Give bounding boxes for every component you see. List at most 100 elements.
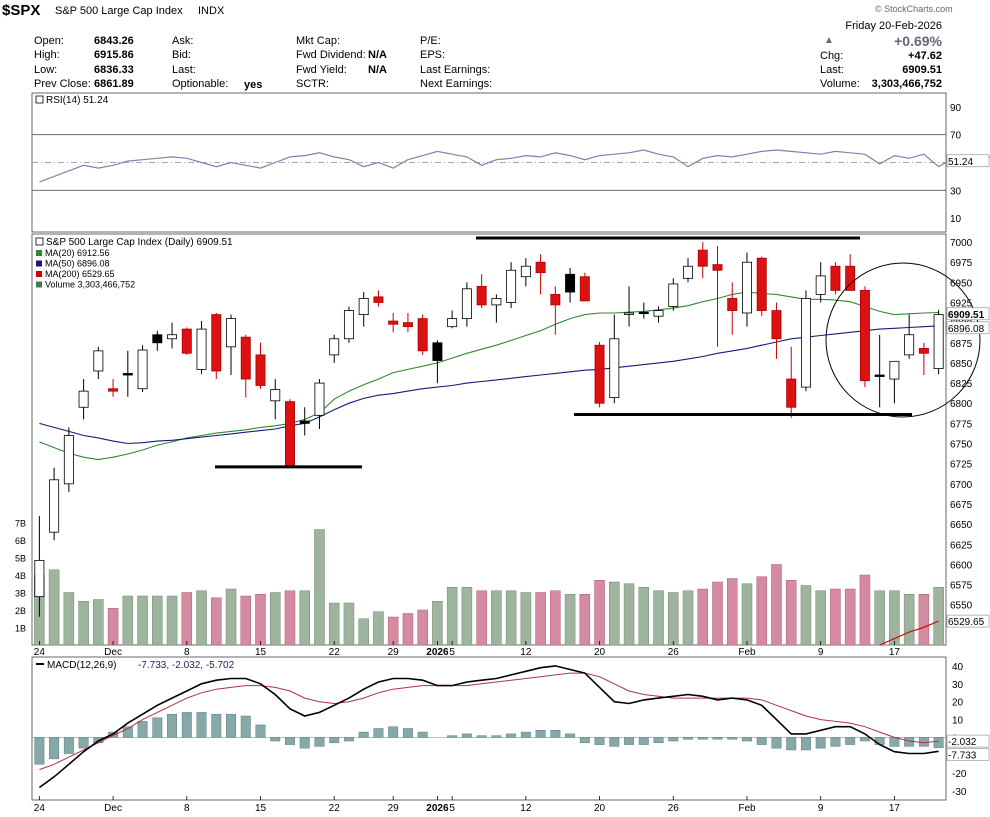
candle-body: [373, 296, 384, 303]
volume-bar: [122, 595, 134, 646]
candle-body: [624, 312, 635, 315]
price-tick-label: 7000: [950, 238, 973, 249]
macd-histogram-bar: [624, 737, 635, 745]
price-tick-label: 6950: [950, 278, 973, 289]
price-tick-label: 6850: [950, 359, 973, 370]
macd-tick-label: 30: [952, 680, 964, 691]
volume-bar: [137, 595, 148, 646]
x-tick-label: 12: [520, 803, 532, 814]
rsi-tick-label: 30: [950, 186, 962, 197]
candle-body: [388, 320, 399, 325]
macd-histogram-bar: [211, 713, 222, 738]
macd-histogram-bar: [343, 737, 354, 742]
field-value: 6861.89: [94, 78, 134, 90]
volume-tick-label: 7B: [15, 519, 26, 529]
ma200-value-label: 6529.65: [948, 617, 985, 628]
macd-histogram-bar: [579, 737, 590, 744]
ma200-value-label-box: [946, 614, 990, 628]
price-tick-label: 6975: [950, 258, 973, 269]
volume-bar: [623, 583, 635, 646]
volume-bar: [815, 590, 826, 646]
macd-histogram-bar: [786, 737, 797, 751]
field-label: High:: [34, 49, 60, 61]
macd-histogram-bar: [255, 724, 266, 738]
rsi-label: RSI(14) 51.24: [46, 95, 109, 106]
candle-body: [299, 420, 310, 424]
candle-body: [579, 276, 590, 302]
field-label: Last:: [172, 64, 196, 76]
rsi-tick-label: 10: [950, 214, 962, 225]
candle-body: [520, 265, 531, 278]
x-tick-label: 26: [668, 803, 680, 814]
candle-body: [771, 310, 782, 340]
field-label: Low:: [34, 64, 58, 76]
macd-signal-value-label-box: [946, 734, 990, 748]
candle-body: [447, 318, 458, 328]
macd-line: [38, 665, 939, 789]
volume-bar: [771, 564, 782, 646]
volume-bar: [859, 574, 871, 646]
field-value: +47.62: [908, 50, 942, 62]
macd-histogram-bar: [388, 726, 399, 738]
candle-body: [668, 283, 679, 307]
collapse-icon: [35, 95, 44, 104]
x-tick-label: Feb: [738, 803, 756, 814]
volume-bar: [373, 611, 384, 646]
candle-body: [786, 378, 797, 408]
price-tick-label: 6750: [950, 440, 973, 451]
x-tick-label: 8: [184, 803, 190, 814]
candle-body: [211, 314, 222, 372]
field-value: 6909.51: [902, 64, 942, 76]
highlight-circle: [825, 262, 981, 418]
volume-bar: [741, 583, 753, 646]
candle-body: [815, 275, 826, 295]
price-tick-label: 6725: [950, 460, 973, 471]
price-tick-label: 6800: [950, 399, 973, 410]
volume-bar: [564, 594, 576, 646]
field-label: Open:: [34, 35, 64, 47]
volume-bar: [211, 597, 222, 646]
price-panel: 6550 6575 6600 6625 6650 6675 6700 6725 6750 6775…: [15, 233, 990, 658]
macd-histogram-bar: [122, 726, 133, 738]
macd-histogram-bar: [152, 717, 163, 738]
candle-body: [285, 401, 295, 467]
field-value: N/A: [368, 64, 387, 76]
volume-bar: [874, 590, 885, 646]
volume-tick-label: 6B: [15, 536, 26, 546]
macd-histogram-bar: [329, 737, 340, 744]
volume-bar: [417, 609, 428, 646]
candle-body: [432, 342, 443, 361]
candle-body: [358, 298, 369, 315]
candle-body: [918, 348, 929, 354]
field-value: N/A: [368, 49, 387, 61]
macd-tick-label: -20: [952, 769, 967, 780]
macd-histogram-bar: [609, 737, 620, 747]
field-label: Mkt Cap:: [296, 35, 341, 47]
candle-body: [108, 388, 119, 392]
rsi-tick-label: 70: [950, 131, 962, 142]
legend-swatch: [36, 250, 42, 256]
candle-body: [889, 360, 900, 380]
price-tick-label: 6675: [950, 500, 973, 511]
x-tick-label: 15: [255, 647, 267, 658]
field-label: SCTR:: [296, 78, 329, 90]
price-tick-label: 6925: [950, 299, 973, 310]
x-tick-label: 5: [449, 803, 455, 814]
volume-bar: [535, 592, 546, 646]
macd-histogram-bar: [800, 737, 811, 751]
volume-bar: [594, 580, 605, 646]
price-tick-label: 6700: [950, 480, 973, 491]
macd-histogram-bar: [742, 737, 752, 742]
macd-histogram-bar: [137, 721, 148, 738]
candle-body: [122, 373, 133, 376]
macd-histogram-bar: [933, 737, 944, 748]
candle-body: [535, 261, 546, 274]
macd-histogram-bar: [638, 737, 649, 745]
price-last-label: 6909.51: [948, 310, 985, 321]
rsi-tick-label: 90: [950, 103, 962, 114]
macd-histogram-bar: [299, 737, 310, 749]
index-name: S&P 500 Large Cap Index: [55, 5, 183, 17]
field-label: Ask:: [172, 35, 194, 47]
volume-bar: [166, 595, 178, 646]
macd-histogram-bar: [506, 733, 517, 738]
